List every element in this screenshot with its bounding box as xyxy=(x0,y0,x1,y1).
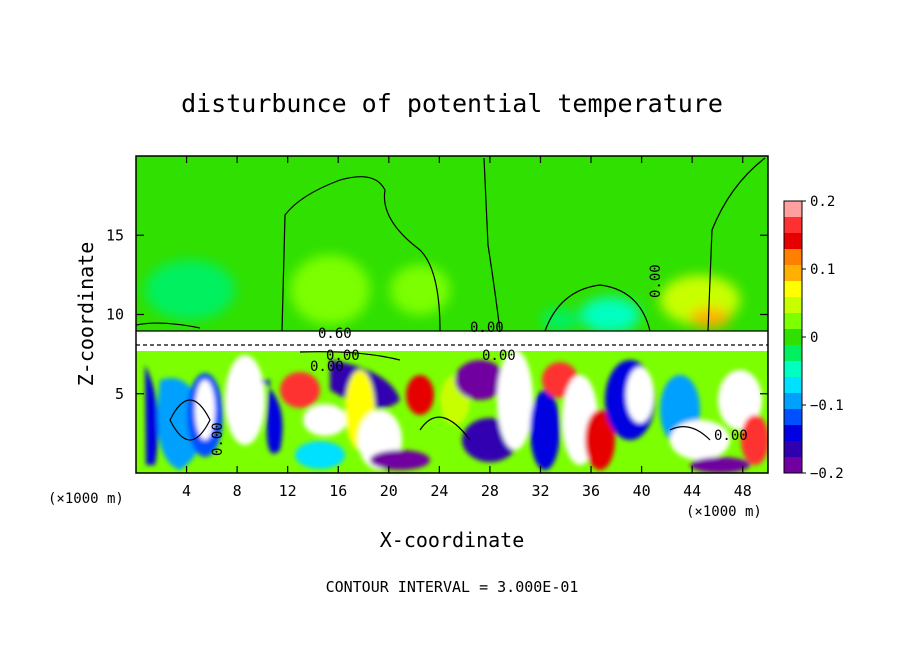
colorbar-swatch xyxy=(784,377,802,394)
colorbar-swatch xyxy=(784,441,802,458)
contour-label: 0.00 xyxy=(310,359,344,375)
y-tick-label: 10 xyxy=(106,306,124,324)
lower-anomalies xyxy=(145,350,768,473)
x-tick-label: 48 xyxy=(734,482,752,500)
colorbar-swatch xyxy=(784,297,802,314)
y-axis: 5 10 15 xyxy=(106,226,768,403)
colorbar-swatch xyxy=(784,425,802,442)
x-tick-label: 32 xyxy=(531,482,549,500)
colorbar-swatch xyxy=(784,329,802,346)
colorbar-swatch xyxy=(784,345,802,362)
contour-lines xyxy=(136,157,768,441)
colorbar xyxy=(784,201,802,474)
colorbar-tick-label: 0.1 xyxy=(810,262,835,278)
colorbar-swatch xyxy=(784,361,802,378)
x-unit-left: (×1000 m) xyxy=(48,491,124,507)
x-axis-label: X-coordinate xyxy=(380,528,525,552)
colorbar-swatch xyxy=(784,409,802,426)
colorbar-swatch xyxy=(784,233,802,250)
x-tick-label: 12 xyxy=(279,482,297,500)
contour-label: 0.00 xyxy=(210,422,226,456)
colorbar-tick-label: −0.2 xyxy=(810,466,844,482)
colorbar-swatch xyxy=(784,457,802,474)
x-axis: 4 8 12 16 20 24 28 32 36 40 44 48 xyxy=(182,156,752,500)
x-tick-label: 36 xyxy=(582,482,600,500)
contour-labels: 0.60 0.00 0.00 0.00 0.00 0.00 0.00 0.00 xyxy=(210,264,748,456)
x-tick-label: 4 xyxy=(182,482,191,500)
x-tick-label: 44 xyxy=(683,482,701,500)
x-tick-label: 8 xyxy=(233,482,242,500)
colorbar-swatch xyxy=(784,393,802,410)
contour-label: 0.00 xyxy=(470,320,504,336)
contour-label: 0.00 xyxy=(326,348,360,364)
chart-title: disturbunce of potential temperature xyxy=(181,89,723,118)
x-tick-label: 24 xyxy=(430,482,448,500)
upper-anomalies xyxy=(145,255,740,333)
x-tick-label: 40 xyxy=(633,482,651,500)
colorbar-tick-label: −0.1 xyxy=(810,398,844,414)
colorbar-swatch xyxy=(784,281,802,298)
y-axis-label: Z-coordinate xyxy=(74,242,98,387)
colorbar-swatch xyxy=(784,249,802,266)
x-tick-label: 20 xyxy=(380,482,398,500)
contour-label: 0.00 xyxy=(482,348,516,364)
x-tick-label: 16 xyxy=(329,482,347,500)
colorbar-swatch xyxy=(784,265,802,282)
colorbar-tick-label: 0 xyxy=(810,330,818,346)
contour-label: 0.00 xyxy=(714,428,748,444)
inversion-band xyxy=(136,331,768,351)
contour-label: 0.60 xyxy=(318,326,352,342)
contour-label: 0.00 xyxy=(648,264,664,298)
colorbar-swatch xyxy=(784,313,802,330)
colorbar-ticks: 0.2 0.1 0 −0.1 −0.2 xyxy=(802,194,844,482)
colorbar-swatch xyxy=(784,201,802,218)
contour-interval-note: CONTOUR INTERVAL = 3.000E-01 xyxy=(326,578,579,596)
y-tick-label: 5 xyxy=(115,385,124,403)
x-unit-right: (×1000 m) xyxy=(686,504,762,520)
colorbar-swatch xyxy=(784,217,802,234)
colorbar-tick-label: 0.2 xyxy=(810,194,835,210)
y-tick-label: 15 xyxy=(106,226,124,244)
plot-area: 0.60 0.00 0.00 0.00 0.00 0.00 0.00 0.00 xyxy=(136,156,768,473)
x-tick-label: 28 xyxy=(481,482,499,500)
